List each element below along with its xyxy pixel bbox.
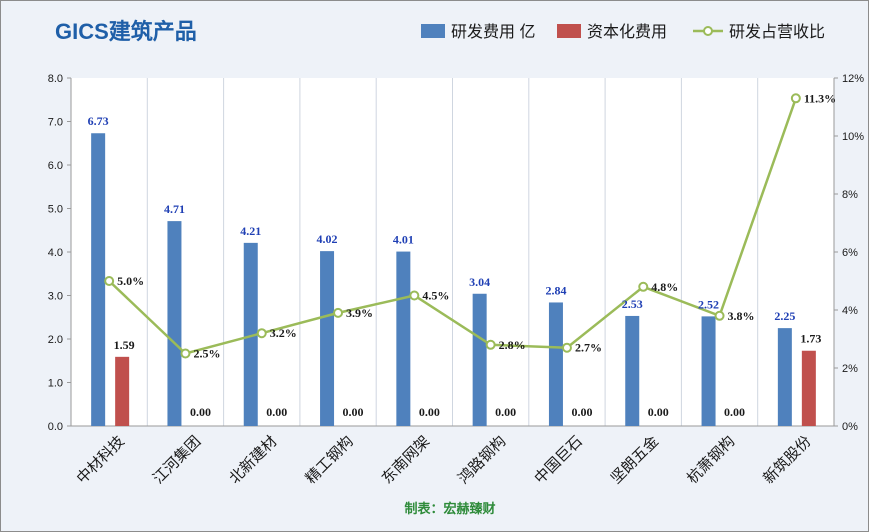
category-label: 中国巨石 bbox=[531, 433, 585, 487]
bar-rd-expense bbox=[472, 293, 487, 426]
bar-capitalized-label: 0.00 bbox=[343, 405, 364, 419]
bar-capitalized-label: 0.00 bbox=[495, 405, 516, 419]
y-right-tick-label: 8% bbox=[842, 189, 858, 201]
ratio-label: 4.8% bbox=[651, 280, 678, 294]
ratio-label: 3.2% bbox=[270, 326, 297, 340]
bar-rd-expense bbox=[701, 316, 716, 426]
bar-rd-expense-label: 4.21 bbox=[240, 224, 261, 238]
legend-marker-ratio bbox=[703, 26, 713, 36]
bar-capitalized-label: 0.00 bbox=[266, 405, 287, 419]
bar-capitalized-label: 0.00 bbox=[648, 405, 669, 419]
ratio-label: 2.7% bbox=[575, 341, 602, 355]
ratio-point bbox=[638, 281, 649, 292]
category-label: 鸿路钢构 bbox=[455, 433, 509, 487]
y-left-tick-label: 0.0 bbox=[48, 421, 63, 433]
y-right-tick-label: 2% bbox=[842, 363, 858, 375]
category-label: 新筑股份 bbox=[760, 433, 814, 487]
category-label: 坚朗五金 bbox=[608, 433, 662, 487]
y-left-tick-label: 5.0 bbox=[48, 204, 63, 216]
credit-text: 制表：宏赫臻财 bbox=[404, 501, 495, 516]
legend-label-rd-expense: 研发费用 亿 bbox=[451, 23, 535, 41]
gridlines bbox=[71, 78, 834, 426]
bar-capitalized-label: 1.59 bbox=[114, 338, 135, 352]
bar-rd-expense bbox=[320, 251, 335, 426]
ratio-label: 3.8% bbox=[728, 309, 755, 323]
bar-rd-expense-label: 2.53 bbox=[622, 297, 643, 311]
bar-rd-expense-label: 2.25 bbox=[774, 309, 795, 323]
ratio-line bbox=[104, 93, 801, 359]
y-left-tick-label: 6.0 bbox=[48, 160, 63, 172]
category-label: 杭萧钢构 bbox=[684, 433, 738, 487]
bar-capitalized bbox=[115, 356, 130, 426]
y-right-tick-label: 10% bbox=[842, 131, 864, 143]
y-right-tick-label: 4% bbox=[842, 305, 858, 317]
ratio-point bbox=[409, 290, 420, 301]
bar-rd-expense-label: 2.52 bbox=[698, 297, 719, 311]
category-label: 中材科技 bbox=[74, 433, 128, 487]
bar-capitalized-label: 0.00 bbox=[571, 405, 592, 419]
bar-rd-expense bbox=[91, 133, 106, 426]
ratio-label: 11.3% bbox=[804, 91, 836, 105]
y-left-tick-label: 1.0 bbox=[48, 378, 63, 390]
ratio-point bbox=[790, 93, 801, 104]
bar-capitalized-label: 0.00 bbox=[419, 405, 440, 419]
bars bbox=[91, 133, 816, 426]
bar-rd-expense bbox=[548, 302, 563, 426]
y-left-tick-label: 8.0 bbox=[48, 73, 63, 85]
bar-rd-expense bbox=[167, 221, 182, 426]
ratio-point bbox=[485, 339, 496, 350]
ratio-label: 2.5% bbox=[193, 347, 220, 361]
bar-rd-expense-label: 4.02 bbox=[317, 232, 338, 246]
bar-rd-expense-label: 2.84 bbox=[545, 283, 566, 297]
bar-capitalized-label: 0.00 bbox=[190, 405, 211, 419]
legend-label-capitalized: 资本化费用 bbox=[587, 23, 667, 41]
bar-rd-expense-label: 4.71 bbox=[164, 202, 185, 216]
ratio-line-path bbox=[108, 97, 798, 355]
ratio-label: 4.5% bbox=[422, 289, 449, 303]
bar-rd-expense-label: 3.04 bbox=[469, 275, 490, 289]
y-left-tick-label: 4.0 bbox=[48, 247, 63, 259]
y-left-tick-label: 3.0 bbox=[48, 291, 63, 303]
ratio-point bbox=[714, 310, 725, 321]
y-left-tick-label: 7.0 bbox=[48, 117, 63, 129]
bar-rd-expense bbox=[243, 242, 258, 426]
legend-label-ratio: 研发占营收比 bbox=[729, 23, 825, 41]
ratio-point bbox=[104, 276, 115, 286]
bar-rd-expense-label: 4.01 bbox=[393, 233, 414, 247]
y-right-tick-label: 12% bbox=[842, 73, 864, 85]
data-labels: 6.73 1.59 4.71 0.00 4.21 0.00 4.02 0.00 4.01 0.00… bbox=[88, 91, 837, 419]
category-label: 北新建材 bbox=[226, 433, 280, 487]
category-label: 精工钢构 bbox=[302, 433, 356, 487]
legend: 研发费用 亿 资本化费用 研发占营收比 bbox=[421, 23, 825, 41]
category-label: 江河集团 bbox=[150, 433, 204, 487]
y-right-tick-label: 0% bbox=[842, 421, 858, 433]
ratio-label: 5.0% bbox=[117, 274, 144, 288]
ratio-point bbox=[561, 342, 572, 353]
chart-title: GICS建筑产品 bbox=[55, 19, 197, 44]
legend-swatch-capitalized bbox=[557, 24, 581, 38]
bar-capitalized-label: 1.73 bbox=[800, 332, 821, 346]
legend-swatch-rd-expense bbox=[421, 24, 445, 38]
ratio-point bbox=[333, 307, 344, 318]
ratio-label: 2.8% bbox=[499, 338, 526, 352]
y-left-tick-label: 2.0 bbox=[48, 334, 63, 346]
bar-rd-expense bbox=[396, 251, 411, 426]
y-right-tick-label: 6% bbox=[842, 247, 858, 259]
bar-rd-expense-label: 6.73 bbox=[88, 114, 109, 128]
bar-rd-expense bbox=[625, 315, 640, 426]
ratio-point bbox=[256, 328, 267, 339]
ratio-point bbox=[180, 348, 191, 359]
bar-rd-expense bbox=[777, 328, 792, 426]
bar-capitalized bbox=[801, 350, 816, 426]
bar-capitalized-label: 0.00 bbox=[724, 405, 745, 419]
ratio-label: 3.9% bbox=[346, 306, 373, 320]
category-label: 东南网架 bbox=[379, 433, 433, 487]
